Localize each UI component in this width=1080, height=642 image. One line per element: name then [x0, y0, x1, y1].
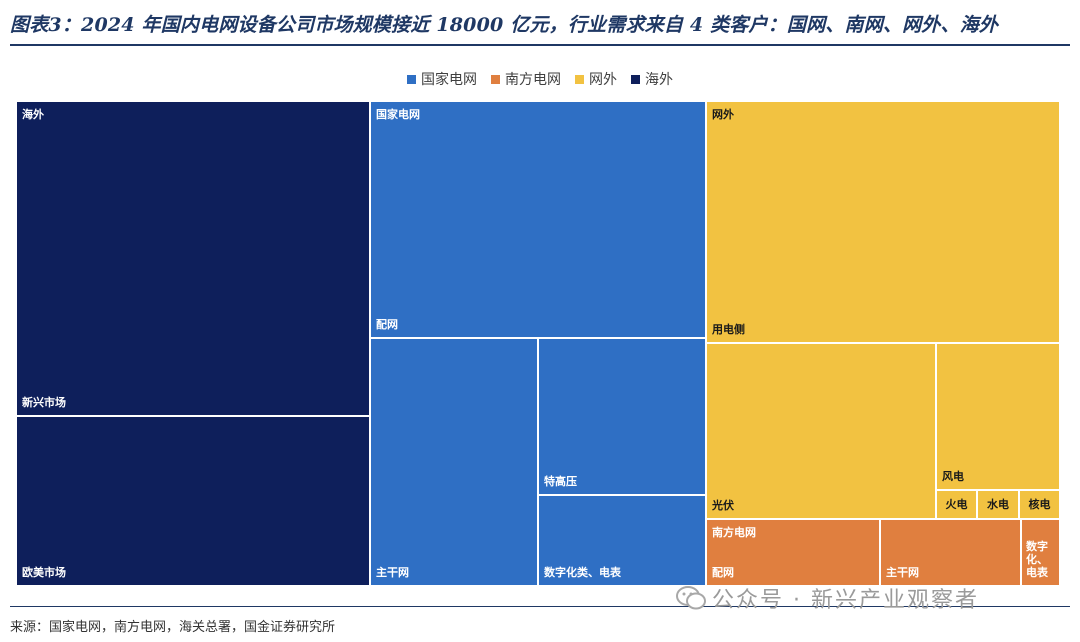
tile-guo-dist: 国家电网 配网 [370, 101, 706, 338]
tile-wai-nuclear: 核电 [1019, 490, 1060, 519]
tile-label-wai-hydro: 水电 [987, 497, 1009, 511]
tile-nan-digital: 数字化、电表 [1021, 519, 1060, 586]
legend-label-hai: 海外 [645, 72, 673, 88]
source-rule [10, 606, 1070, 607]
chart-title: 图表3：2024 年国内电网设备公司市场规模接近 18000 亿元，行业需求来自… [10, 14, 999, 36]
tile-label-nan-trunk: 主干网 [886, 566, 919, 579]
legend: 国家电网 南方电网 网外 海外 [0, 69, 1080, 89]
tile-label-guo-uhv: 特高压 [544, 475, 577, 488]
tile-label-nan-digital: 数字化、电表 [1026, 540, 1048, 579]
legend-item-wai: 网外 [575, 69, 617, 89]
legend-swatch-nan [491, 74, 500, 84]
legend-label-nan: 南方电网 [505, 72, 561, 88]
tile-label-wai-pv: 光伏 [712, 499, 734, 512]
tile-guo-trunk: 主干网 [370, 338, 538, 586]
tile-label-hai-euam: 欧美市场 [22, 566, 66, 579]
group-label-nan: 南方电网 [712, 526, 756, 539]
title-rule [10, 44, 1070, 46]
tile-nan-trunk: 主干网 [880, 519, 1021, 586]
tile-label-wai-wind: 风电 [942, 470, 964, 483]
source-note: 来源：国家电网，南方电网，海关总署，国金证券研究所 [10, 620, 336, 635]
tile-hai-euam: 欧美市场 [16, 416, 370, 586]
legend-label-guo: 国家电网 [421, 72, 477, 88]
wechat-icon [676, 586, 706, 610]
watermark: 公众号 · 新兴产业观察者 [676, 582, 979, 614]
tile-wai-thermal: 火电 [936, 490, 977, 519]
tile-guo-digital: 数字化类、电表 [538, 495, 706, 586]
tile-label-wai-thermal: 火电 [945, 497, 968, 511]
tile-nan-dist: 南方电网 配网 [706, 519, 880, 586]
legend-swatch-hai [631, 74, 640, 84]
legend-swatch-wai [575, 74, 584, 84]
tile-label-hai-emerging: 新兴市场 [22, 396, 66, 409]
tile-label-guo-dist: 配网 [376, 318, 398, 331]
legend-item-guo: 国家电网 [407, 69, 477, 89]
legend-label-wai: 网外 [589, 72, 617, 88]
tile-label-wai-nuclear: 核电 [1028, 497, 1051, 511]
tile-label-nan-dist: 配网 [712, 566, 734, 579]
tile-guo-uhv: 特高压 [538, 338, 706, 495]
tile-wai-pv: 光伏 [706, 343, 936, 519]
legend-item-hai: 海外 [631, 69, 673, 89]
tile-wai-wind: 风电 [936, 343, 1060, 490]
group-label-hai: 海外 [22, 108, 44, 121]
group-label-wai: 网外 [712, 108, 734, 121]
tile-wai-hydro: 水电 [977, 490, 1019, 519]
tile-label-guo-trunk: 主干网 [376, 566, 409, 579]
watermark-text: 公众号 · 新兴产业观察者 [712, 588, 979, 613]
tile-wai-user: 网外 用电侧 [706, 101, 1060, 343]
legend-item-nan: 南方电网 [491, 69, 561, 89]
group-label-guo: 国家电网 [376, 108, 420, 121]
tile-label-guo-digital: 数字化类、电表 [544, 566, 621, 579]
tile-label-wai-user: 用电侧 [712, 323, 745, 336]
tile-hai-emerging: 海外 新兴市场 [16, 101, 370, 416]
legend-swatch-guo [407, 74, 416, 84]
